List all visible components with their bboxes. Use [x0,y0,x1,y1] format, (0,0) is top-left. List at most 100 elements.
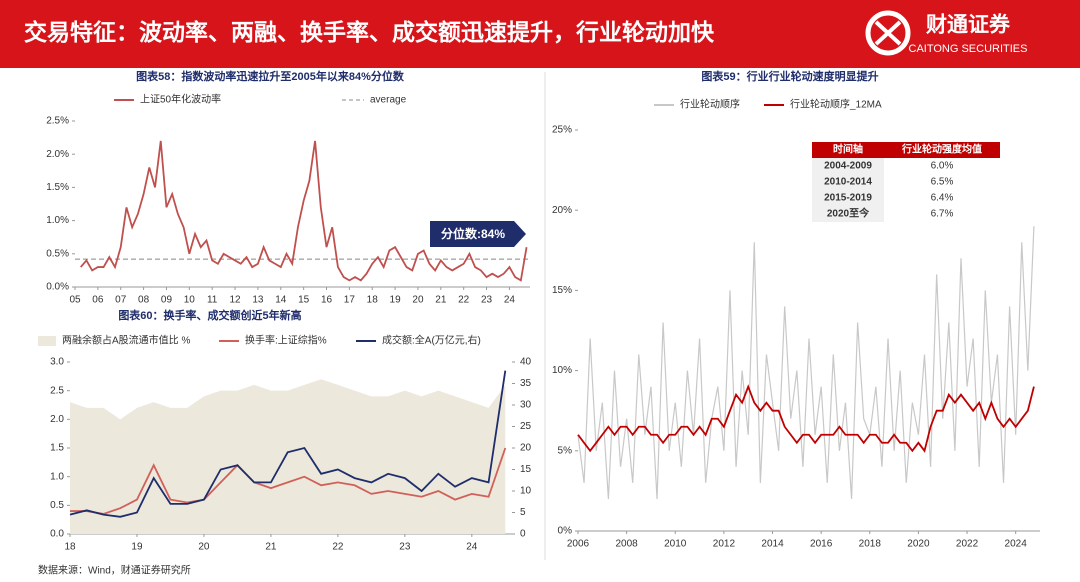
x-tick-label: 15 [298,295,310,306]
y-tick-label: 0.5 [50,500,64,511]
x-tick-label: 12 [229,295,241,306]
y-tick-label: 3.0 [50,357,64,368]
y-tick-label: 0.5% [46,248,69,259]
x-tick-label: 20 [198,542,210,553]
logo-icon [874,20,902,46]
line [577,384,1035,453]
y-tick-label: 2.5% [46,116,69,127]
legend-label: 行业轮动顺序 [680,98,740,111]
slide-title: 交易特征：波动率、两融、换手率、成交额迅速提升，行业轮动加快 [24,19,715,45]
x-tick-label: 2022 [956,539,979,550]
y-tick-label: 2.0% [46,149,69,160]
legend-label: 行业轮动顺序_12MA [790,98,882,111]
x-tick-label: 21 [265,542,277,553]
annotation-box [430,221,526,247]
x-tick-label: 23 [399,542,411,553]
y-tick-label: 1.0 [50,471,64,482]
legend-label: 两融余额占A股流通市值比 % [62,334,190,347]
y-tick-label: 15% [552,285,572,296]
table-row-bg [812,174,884,190]
table-cell: 2020至今 [827,207,870,220]
table-cell: 6.7% [931,209,954,220]
table-header: 行业轮动强度均值 [901,143,982,156]
table-row-bg [812,190,884,206]
x-tick-label: 2008 [616,539,639,550]
table-cell: 6.5% [931,177,954,188]
x-tick-label: 18 [367,295,379,306]
table-row-bg [812,158,884,174]
y-tick-label: 1.5% [46,182,69,193]
x-tick-label: 19 [390,295,402,306]
y2-tick-label: 25 [520,421,532,432]
y2-tick-label: 0 [520,529,526,540]
x-tick-label: 24 [466,542,478,553]
x-tick-label: 2012 [713,539,736,550]
x-tick-label: 22 [458,295,470,306]
y2-tick-label: 30 [520,400,532,411]
x-tick-label: 09 [161,295,173,306]
y-tick-label: 1.0% [46,215,69,226]
annotation: 分位数:84% [441,226,505,241]
table-cell: 2015-2019 [824,193,872,204]
y-tick-label: 5% [558,445,573,456]
table-cell: 6.4% [931,193,954,204]
x-tick-label: 2010 [664,539,687,550]
x-tick-label: 18 [64,542,76,553]
x-tick-label: 22 [332,542,344,553]
line [80,140,528,282]
table-row-bg [812,206,884,222]
y-tick-label: 25% [552,125,572,136]
y2-tick-label: 15 [520,464,532,475]
x-tick-label: 11 [207,295,218,306]
legend-swatch [38,336,56,346]
x-tick-label: 19 [131,542,143,553]
x-tick-label: 23 [481,295,493,306]
x-tick-label: 2016 [810,539,833,550]
line [70,447,507,515]
y2-tick-label: 40 [520,357,532,368]
x-tick-label: 05 [69,295,81,306]
y-tick-label: 20% [552,205,572,216]
table-header: 时间轴 [833,143,863,156]
x-tick-label: 2006 [567,539,590,550]
x-tick-label: 16 [321,295,333,306]
x-tick-label: 06 [92,295,104,306]
table-header-bg [812,142,1000,158]
chart-title: 图表59：行业行业轮动速度明显提升 [701,69,878,83]
x-tick-label: 13 [252,295,264,306]
y2-tick-label: 20 [520,443,532,454]
y-tick-label: 0% [558,526,573,537]
x-tick-label: 24 [504,295,516,306]
legend-label: 上证50年化波动率 [140,93,221,106]
x-tick-label: 14 [275,295,287,306]
source: 数据来源：Wind，财通证券研究所 [38,564,191,577]
x-tick-label: 21 [435,295,447,306]
line [577,226,1035,499]
x-tick-label: 17 [344,295,356,306]
x-tick-label: 2014 [761,539,784,550]
logo-en: CAITONG SECURITIES [909,43,1028,55]
table-cell: 2010-2014 [824,177,872,188]
area [70,379,506,534]
header-bar [0,0,1080,68]
table-cell: 6.0% [931,161,954,172]
legend-label: 成交额:全A(万亿元,右) [382,334,481,347]
y-tick-label: 1.5 [50,443,64,454]
y2-tick-label: 35 [520,378,532,389]
x-tick-label: 20 [412,295,424,306]
legend-label: average [370,95,407,106]
legend-label: 换手率:上证综指% [245,334,327,347]
logo-icon [865,10,911,56]
table-cell: 2004-2009 [824,161,872,172]
y-tick-label: 2.0 [50,414,64,425]
y-tick-label: 0.0 [50,529,64,540]
line [69,370,507,518]
y2-tick-label: 10 [520,486,532,497]
y-tick-label: 2.5 [50,385,64,396]
x-tick-label: 2024 [1005,539,1028,550]
x-tick-label: 2020 [907,539,930,550]
chart-title: 图表58：指数波动率迅速拉升至2005年以来84%分位数 [136,69,405,83]
x-tick-label: 07 [115,295,127,306]
y-tick-label: 0.0% [46,282,69,293]
